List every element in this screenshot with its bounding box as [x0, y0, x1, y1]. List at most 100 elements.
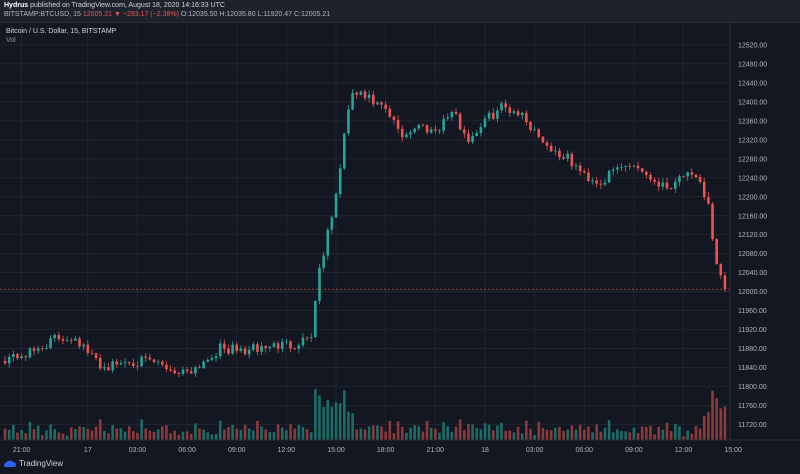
volume-bar	[570, 425, 574, 440]
candle-body	[454, 111, 458, 114]
candle-body	[624, 166, 627, 167]
volume-bar	[280, 427, 284, 440]
volume-bar	[285, 430, 288, 440]
volume-bar	[65, 435, 69, 440]
y-tick-label: 12160.00	[738, 213, 767, 220]
candle-body	[334, 193, 338, 218]
volume-bar	[227, 427, 230, 440]
x-tick-label: 15:00	[724, 447, 742, 454]
candle-body	[603, 182, 607, 185]
candle-body	[558, 150, 561, 158]
volume-bar	[218, 420, 222, 440]
volume-bar	[330, 406, 334, 440]
candle-body	[512, 111, 516, 113]
volume-bar	[574, 429, 578, 440]
candle-body	[483, 118, 487, 128]
x-tick-label: 18	[481, 447, 489, 454]
candle-body	[3, 360, 7, 364]
candle-body	[533, 129, 536, 131]
volume-bar	[417, 426, 421, 440]
volume-bar	[491, 430, 495, 440]
volume-bar	[711, 390, 714, 440]
symbol-info: BITSTAMP:BTCUSD, 15	[4, 11, 81, 18]
candle-body	[450, 111, 454, 118]
legend-title[interactable]: Bitcoin / U.S. Dollar, 15, BITSTAMP	[6, 28, 117, 35]
candle-body	[508, 107, 512, 113]
candle-body	[516, 111, 520, 116]
volume-bar	[562, 430, 565, 440]
candle-body	[620, 166, 623, 168]
candle-body	[28, 348, 32, 358]
candle-body	[417, 124, 421, 129]
volume-bar	[32, 429, 36, 440]
volume-bar	[309, 432, 313, 440]
volume-bar	[268, 432, 272, 440]
candle-body	[305, 337, 309, 339]
volume-bar	[723, 406, 727, 440]
price-axis[interactable]: 12520.00 12480.00 12440.00 12400.00 12360.00…	[729, 22, 800, 440]
candle-body	[355, 92, 359, 95]
volume-bar	[343, 390, 346, 440]
candle-body	[280, 341, 284, 349]
candle-body	[223, 343, 226, 349]
volume-bar	[674, 423, 677, 440]
volume-bar	[471, 424, 474, 440]
candle-body	[111, 361, 114, 371]
volume-bar	[74, 428, 77, 440]
publisher-name[interactable]: Hydrus	[4, 2, 29, 9]
candle-body	[628, 166, 632, 167]
y-tick-label: 12280.00	[738, 156, 767, 163]
volume-label[interactable]: Vol	[6, 37, 16, 44]
candle-body	[520, 112, 524, 116]
volume-bar	[450, 431, 454, 440]
candle-body	[235, 344, 239, 351]
volume-bar	[367, 426, 371, 440]
x-tick-label: 12:00	[675, 447, 693, 454]
candle-body	[682, 176, 685, 178]
candle-body	[413, 128, 416, 133]
candle-body	[657, 181, 661, 187]
x-tick-label: 12:00	[278, 447, 296, 454]
volume-bar	[78, 426, 81, 440]
volume-bar	[351, 413, 354, 440]
candle-body	[541, 136, 545, 143]
candle-body	[537, 129, 541, 137]
volume-bar	[136, 432, 139, 440]
volume-bar	[194, 423, 197, 440]
volume-bar	[719, 408, 723, 440]
x-tick-label: 21:00	[13, 447, 31, 454]
candle-body	[690, 172, 694, 175]
volume-bar	[61, 433, 65, 440]
candle-body	[78, 338, 81, 347]
volume-bar	[202, 429, 205, 440]
volume-bar	[82, 427, 85, 440]
volume-bar	[132, 431, 135, 440]
candle-body	[396, 119, 400, 129]
volume-bar	[434, 428, 437, 440]
candle-body	[185, 369, 189, 372]
volume-bar	[669, 431, 673, 440]
volume-bar	[123, 431, 127, 440]
candle-body	[496, 110, 499, 119]
time-axis[interactable]: 21:00 17 03:00 06:00 09:00 12:00 15:00 18:00 21:…	[0, 439, 800, 456]
candle-body	[20, 356, 23, 359]
tradingview-footer[interactable]: TradingView	[4, 459, 63, 468]
candle-body	[86, 344, 90, 353]
volume-bar	[421, 431, 425, 440]
candle-body	[314, 301, 317, 337]
y-tick-label: 12360.00	[738, 118, 767, 125]
candle-body	[41, 348, 44, 350]
candle-body	[194, 367, 197, 374]
y-tick-label: 11920.00	[738, 327, 767, 334]
candle-body	[409, 132, 412, 135]
grid-lines	[0, 22, 734, 440]
published-info: published on TradingView.com, August 18,…	[30, 2, 225, 9]
volume-bar	[198, 428, 201, 440]
volume-bar	[545, 429, 549, 440]
publish-header: Hydrus published on TradingView.com, Aug…	[0, 0, 800, 23]
volume-bar	[247, 428, 251, 440]
volume-bar	[413, 425, 416, 440]
time-axis-bg	[0, 440, 800, 456]
candle-body	[69, 340, 73, 342]
